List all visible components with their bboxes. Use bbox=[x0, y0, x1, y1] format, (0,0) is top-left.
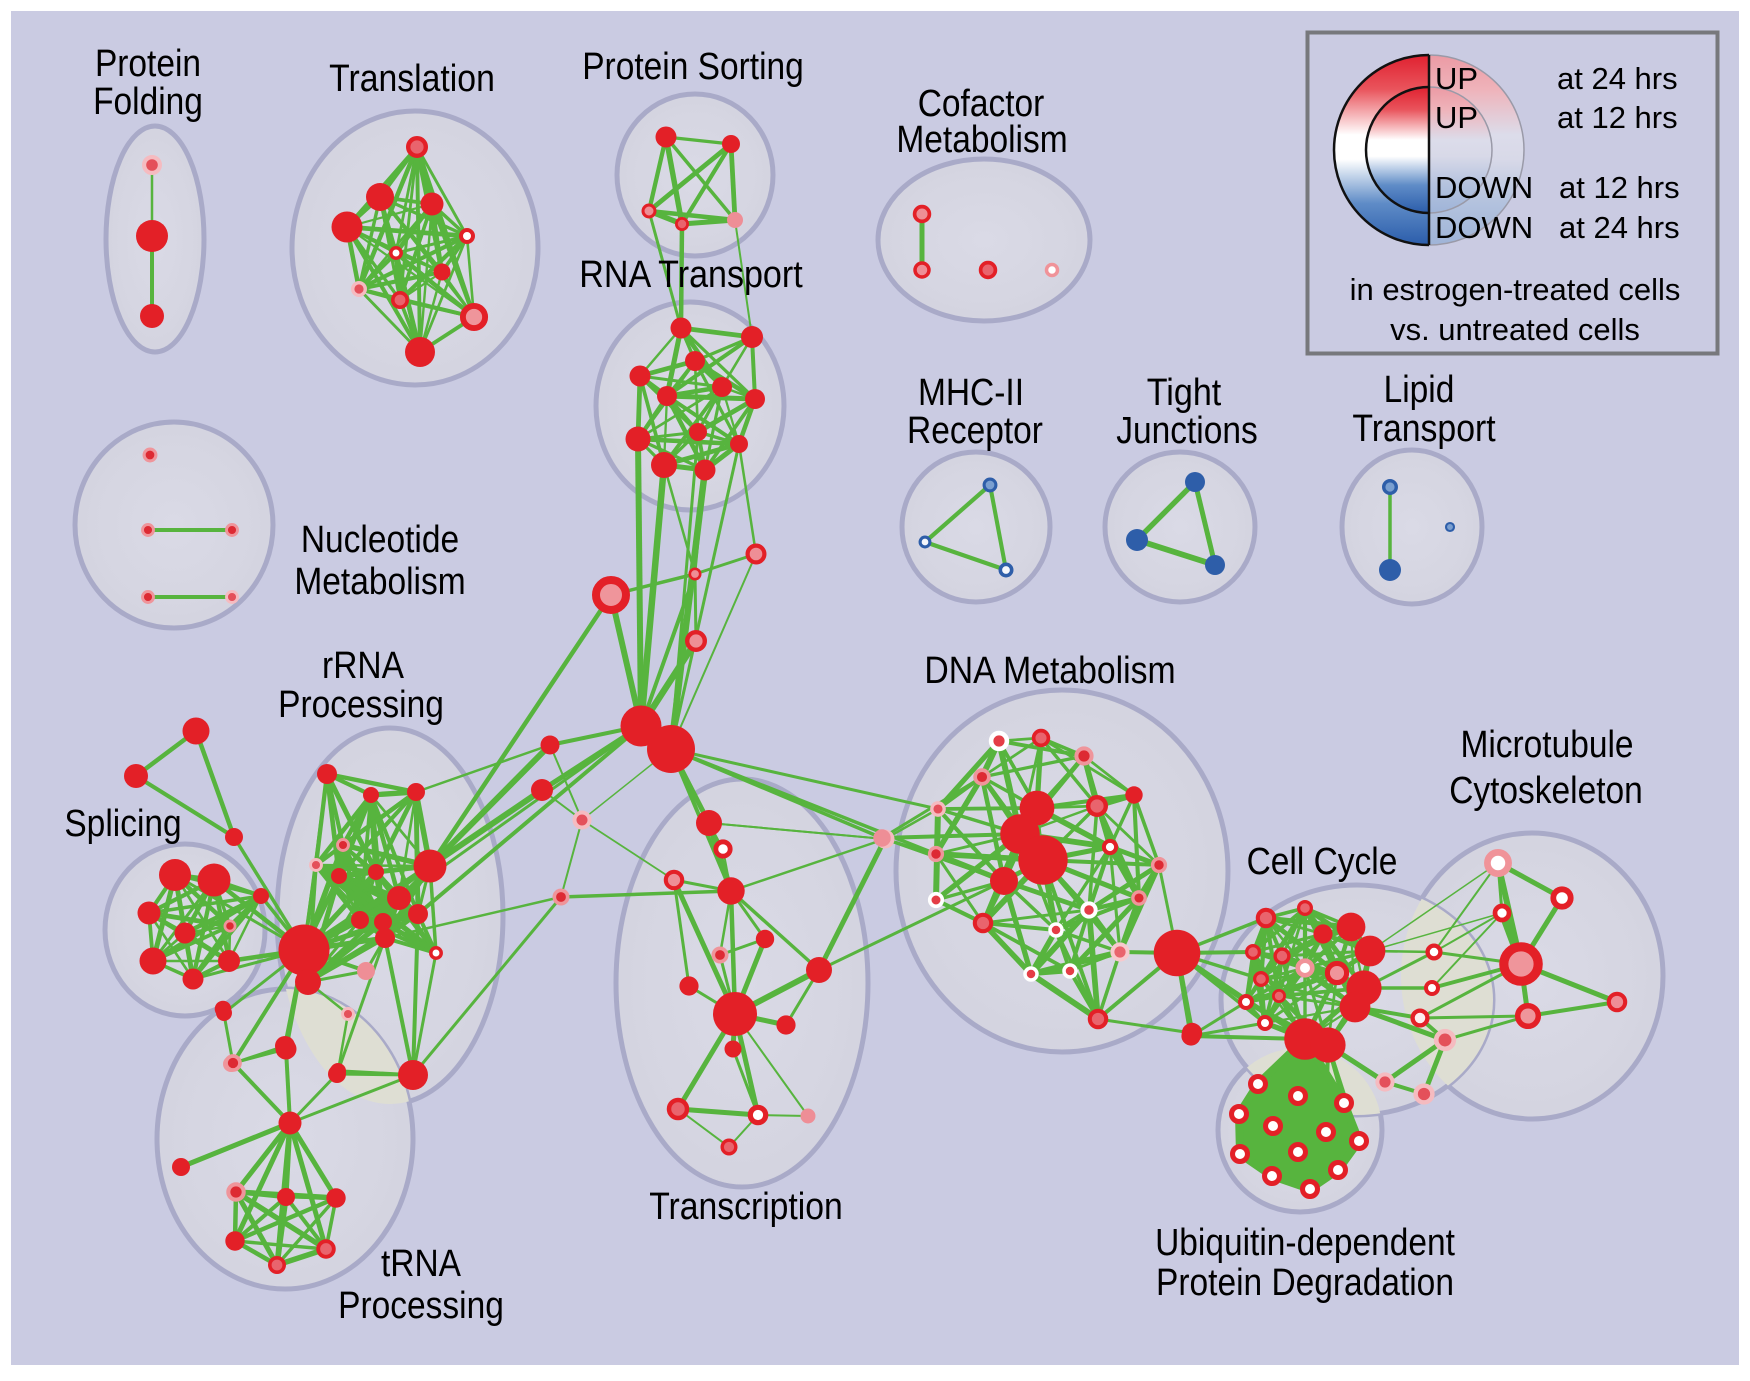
svg-text:Protein Sorting: Protein Sorting bbox=[582, 46, 804, 88]
svg-text:Cytoskeleton: Cytoskeleton bbox=[1449, 770, 1643, 812]
svg-text:Splicing: Splicing bbox=[64, 803, 181, 845]
svg-text:Cofactor: Cofactor bbox=[918, 83, 1045, 125]
svg-text:vs. untreated cells: vs. untreated cells bbox=[1390, 312, 1640, 347]
svg-text:at 12 hrs: at 12 hrs bbox=[1557, 100, 1678, 135]
svg-text:Tight: Tight bbox=[1147, 372, 1222, 414]
svg-text:at 24 hrs: at 24 hrs bbox=[1557, 61, 1678, 96]
svg-text:Transport: Transport bbox=[1352, 408, 1496, 450]
svg-text:Processing: Processing bbox=[278, 684, 444, 726]
svg-text:Microtubule: Microtubule bbox=[1460, 724, 1633, 766]
svg-text:tRNA: tRNA bbox=[381, 1243, 462, 1285]
svg-text:MHC-II: MHC-II bbox=[918, 372, 1024, 414]
svg-text:Ubiquitin-dependent: Ubiquitin-dependent bbox=[1155, 1222, 1455, 1264]
svg-text:Cell Cycle: Cell Cycle bbox=[1247, 841, 1398, 883]
svg-text:Folding: Folding bbox=[93, 81, 203, 123]
svg-text:in estrogen-treated cells: in estrogen-treated cells bbox=[1350, 272, 1681, 307]
svg-text:Nucleotide: Nucleotide bbox=[301, 519, 459, 561]
svg-text:DOWN: DOWN bbox=[1435, 210, 1533, 245]
svg-text:rRNA: rRNA bbox=[322, 645, 404, 687]
svg-text:Receptor: Receptor bbox=[907, 410, 1043, 452]
svg-text:at 12 hrs: at 12 hrs bbox=[1559, 170, 1680, 205]
svg-text:Metabolism: Metabolism bbox=[896, 119, 1067, 161]
svg-text:DOWN: DOWN bbox=[1435, 170, 1533, 205]
svg-text:Protein: Protein bbox=[95, 43, 201, 85]
svg-text:UP: UP bbox=[1435, 61, 1478, 96]
svg-text:Transcription: Transcription bbox=[649, 1186, 843, 1228]
svg-text:Lipid: Lipid bbox=[1384, 369, 1455, 411]
svg-text:Junctions: Junctions bbox=[1116, 410, 1258, 452]
svg-text:UP: UP bbox=[1435, 100, 1478, 135]
svg-text:Protein Degradation: Protein Degradation bbox=[1156, 1262, 1454, 1304]
svg-text:Metabolism: Metabolism bbox=[294, 561, 465, 603]
svg-text:at 24 hrs: at 24 hrs bbox=[1559, 210, 1680, 245]
svg-text:DNA Metabolism: DNA Metabolism bbox=[924, 650, 1175, 692]
svg-text:RNA Transport: RNA Transport bbox=[579, 254, 803, 296]
svg-text:Processing: Processing bbox=[338, 1285, 504, 1327]
svg-text:Translation: Translation bbox=[329, 58, 495, 100]
